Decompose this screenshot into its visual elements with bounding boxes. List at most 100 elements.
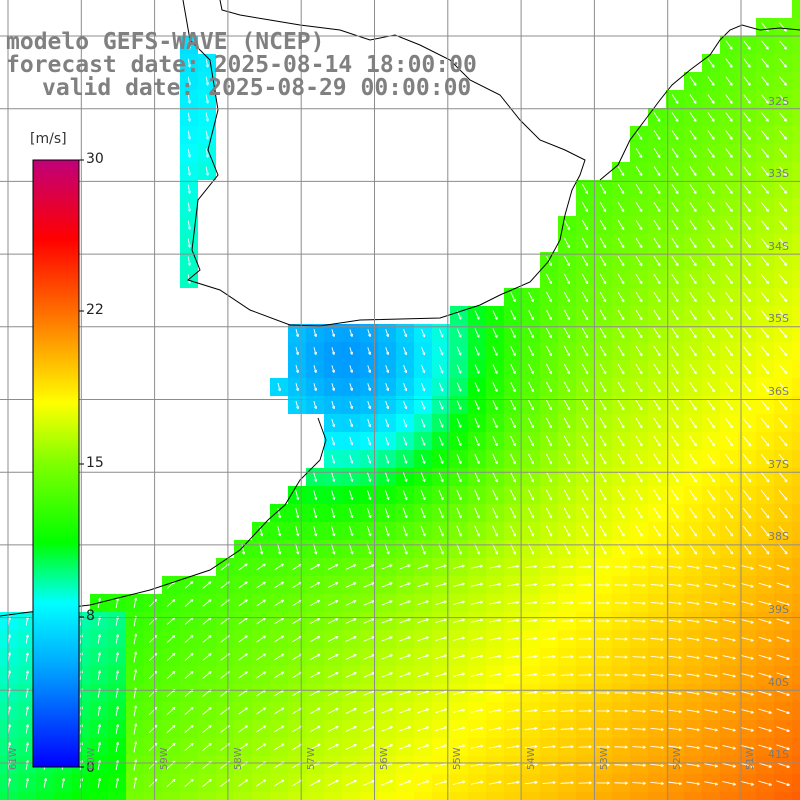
wind-arrow (470, 780, 484, 785)
wind-arrow (668, 763, 682, 768)
wind-arrow (778, 363, 788, 375)
wind-arrow (742, 453, 752, 465)
wind-arrow (488, 708, 502, 713)
wind-arrow (599, 417, 607, 429)
wind-arrow (421, 328, 426, 338)
wind-arrow (345, 636, 357, 642)
wind-arrow (384, 472, 390, 482)
wind-arrow (474, 400, 480, 410)
wind-arrow (653, 130, 661, 140)
wind-arrow (758, 636, 772, 642)
wind-cell (792, 540, 800, 558)
wind-arrow (420, 400, 426, 410)
wind-arrow (704, 691, 718, 696)
lat-label-38s: 38S (768, 530, 789, 543)
wind-arrow (686, 583, 700, 588)
wind-arrow (704, 637, 718, 642)
wind-arrow (510, 346, 516, 357)
wind-arrow (366, 543, 372, 555)
wind-arrow (506, 654, 520, 659)
wind-arrow (115, 634, 120, 644)
wind-arrow (707, 202, 715, 213)
wind-arrow (740, 708, 754, 714)
wind-cell (792, 306, 800, 324)
wind-arrow (327, 725, 339, 733)
model-title: modelo GEFS-WAVE (NCEP) (6, 29, 325, 55)
wind-arrow (707, 453, 716, 465)
wind-arrow (635, 220, 643, 231)
wind-arrow (133, 633, 138, 645)
wind-arrow (599, 184, 607, 195)
lon-label-53w: 53W (599, 747, 610, 770)
wind-arrow (581, 363, 589, 375)
wind-arrow (525, 564, 538, 569)
wind-arrow (635, 256, 643, 267)
wind-arrow (345, 744, 357, 750)
wind-arrow (184, 599, 194, 607)
wind-arrow (166, 724, 176, 734)
wind-arrow (274, 617, 285, 625)
colorbar-tick-8: 8 (86, 608, 95, 624)
wind-arrow (435, 600, 447, 606)
wind-arrow (578, 565, 592, 569)
wind-arrow (635, 471, 643, 483)
wind-arrow (617, 256, 625, 267)
wind-arrow (707, 291, 715, 303)
wind-arrow (671, 345, 679, 357)
wind-arrow (617, 471, 625, 483)
wind-arrow (725, 327, 733, 339)
wind-arrow (273, 779, 285, 787)
wind-cell (36, 792, 54, 800)
wind-arrow (363, 582, 375, 588)
wind-arrow (492, 507, 498, 519)
wind-arrow (614, 781, 628, 785)
wind-arrow (689, 112, 697, 122)
wind-cell (522, 792, 540, 800)
wind-arrow (331, 329, 335, 337)
wind-arrow (725, 40, 733, 50)
wind-arrow (402, 454, 408, 464)
wind-arrow (760, 435, 770, 447)
wind-arrow (256, 635, 266, 643)
wind-arrow (617, 327, 625, 339)
wind-arrow (617, 435, 625, 447)
wind-arrow (599, 291, 607, 303)
wind-arrow (327, 653, 339, 660)
wind-arrow (560, 763, 574, 767)
wind-arrow (492, 471, 498, 483)
wind-arrow (542, 691, 556, 695)
wind-arrow (273, 725, 285, 733)
wind-arrow (668, 673, 682, 678)
wind-arrow (349, 490, 354, 500)
wind-arrow (367, 454, 372, 464)
wind-arrow (653, 220, 661, 231)
wind-arrow (133, 597, 138, 609)
wind-arrow (542, 727, 556, 731)
wind-cell (792, 270, 800, 288)
wind-arrow (778, 328, 788, 339)
wind-arrow (617, 345, 625, 357)
wind-arrow (581, 273, 589, 285)
wind-arrow (309, 725, 321, 733)
wind-arrow (384, 525, 390, 537)
wind-arrow (471, 600, 484, 605)
wind-arrow (417, 618, 429, 624)
wind-arrow (456, 418, 462, 428)
wind-arrow (402, 507, 408, 519)
wind-arrow (707, 58, 715, 68)
wind-arrow (488, 780, 502, 785)
wind-arrow (277, 543, 282, 555)
wind-arrow (434, 744, 448, 750)
wind-arrow (671, 471, 679, 483)
wind-arrow (725, 399, 734, 411)
wind-arrow (417, 690, 430, 696)
wind-arrow (581, 238, 589, 249)
wind-arrow (295, 543, 300, 555)
wind-arrow (402, 472, 408, 482)
wind-arrow (274, 635, 285, 643)
wind-arrow (542, 673, 556, 677)
forecast-date: forecast date: 2025-08-14 18:00:00 (6, 52, 477, 78)
wind-arrow (758, 600, 772, 606)
wind-arrow (97, 759, 102, 770)
wind-arrow (596, 655, 610, 659)
